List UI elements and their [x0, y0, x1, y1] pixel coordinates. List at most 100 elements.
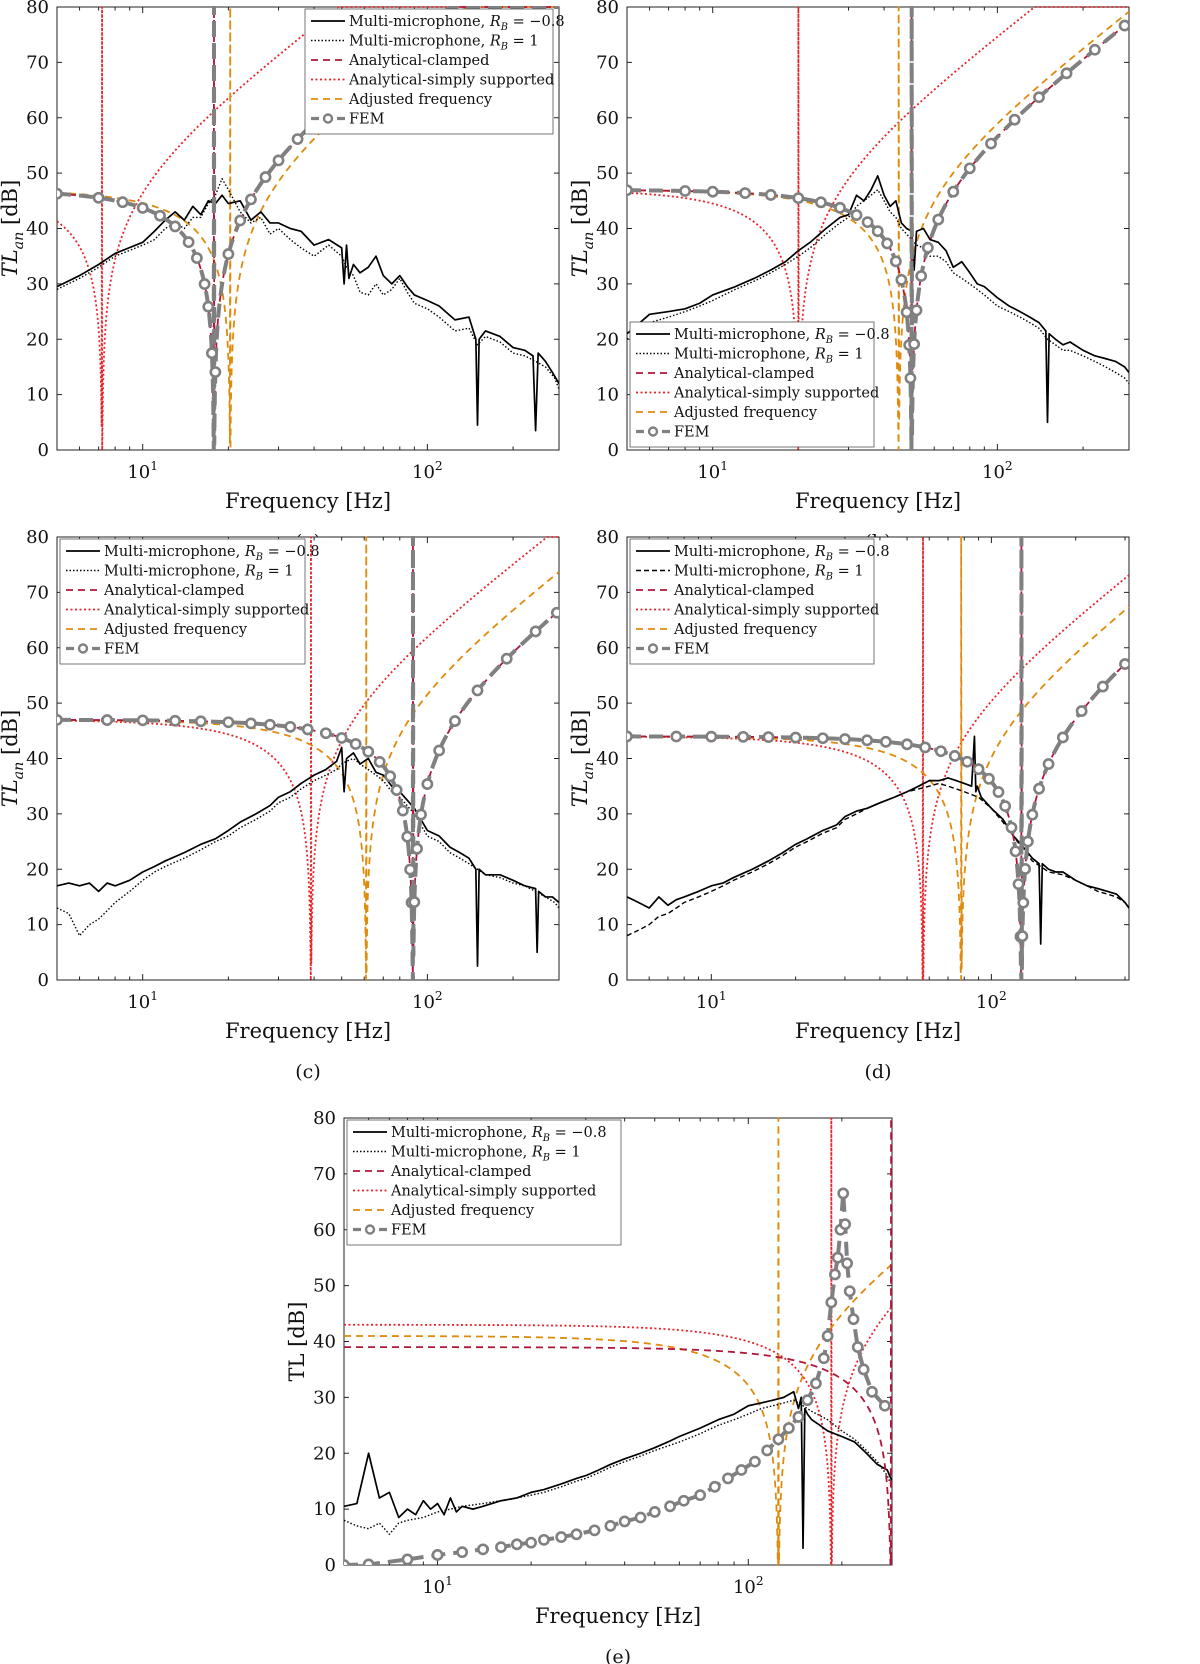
y-tick-label: 70 [313, 1164, 336, 1185]
fem-marker [762, 731, 775, 744]
fem-marker [837, 1187, 850, 1200]
y-tick-label: 40 [596, 219, 619, 240]
fem-marker [433, 744, 446, 757]
fem-marker [908, 338, 921, 350]
label-fragment: Multi-microphone, [349, 34, 490, 50]
y-tick-label: 20 [26, 859, 49, 880]
fem-marker [841, 1257, 854, 1270]
legend-label-fem: FEM [674, 425, 710, 441]
y-tick-label: 50 [26, 693, 49, 714]
fem-marker [809, 1377, 822, 1390]
fem-marker [919, 741, 932, 754]
legend-label-adjusted: Adjusted frequency [673, 405, 818, 421]
series-adjusted-line [344, 1117, 892, 1565]
legend-label-fem: FEM [104, 642, 140, 658]
fem-marker [169, 714, 182, 727]
label-fragment: Multi-microphone, [104, 564, 245, 580]
fem-marker [735, 1464, 748, 1476]
fem-marker [555, 1531, 568, 1543]
y-tick-label: 70 [26, 582, 49, 603]
label-fragment: 10 [976, 992, 999, 1013]
fem-marker [57, 187, 63, 200]
legend-label-clamped: Analytical-clamped [673, 583, 814, 599]
legend-box [629, 538, 875, 665]
y-axis-label: TLan [dB] [0, 710, 27, 808]
legend-swatch-marker [322, 113, 334, 124]
fem-marker [825, 1296, 838, 1309]
label-fragment: TL [568, 779, 592, 807]
label-fragment: Analytical-clamped [348, 53, 489, 69]
fem-marker [972, 763, 985, 776]
legend-label-mm_neg: Multi-microphone, RB = −0.8 [391, 1125, 607, 1144]
fem-marker [205, 347, 218, 360]
series-mm_pos-line [627, 782, 1129, 937]
label-fragment: Analytical-simply supported [103, 603, 309, 619]
label-fragment: = −0.8 [263, 544, 320, 560]
label-fragment: 1 [150, 989, 158, 1003]
y-tick-label: 60 [313, 1220, 336, 1241]
fem-marker [500, 652, 513, 665]
legend-label-simply: Analytical-simply supported [103, 603, 309, 619]
y-tick-label: 0 [608, 970, 619, 991]
label-fragment: R [489, 14, 501, 30]
fem-marker [234, 214, 247, 227]
y-tick-label: 40 [26, 749, 49, 770]
y-axis-label: TL [dB] [285, 1302, 309, 1382]
fem-marker [901, 738, 913, 751]
fem-marker [169, 220, 182, 233]
x-tick-label: 101 [127, 459, 158, 483]
fem-marker [1009, 845, 1022, 858]
legend-label-simply: Analytical-simply supported [673, 386, 879, 402]
legend: Multi-microphone, RB = −0.8Multi-microph… [629, 321, 890, 448]
fem-marker [259, 171, 272, 183]
legend-label-fem: FEM [349, 112, 385, 128]
label-fragment: an [581, 762, 597, 780]
x-tick-label: 102 [733, 1574, 764, 1598]
legend-label-simply: Analytical-simply supported [390, 1184, 596, 1200]
fem-marker [408, 896, 421, 908]
y-tick-label: 10 [26, 385, 49, 406]
label-fragment: Multi-microphone, [674, 564, 815, 580]
fem-marker [604, 1519, 617, 1532]
legend: Multi-microphone, RB = −0.8Multi-microph… [304, 8, 565, 135]
fem-marker [843, 1285, 856, 1298]
label-fragment: FEM [391, 1223, 427, 1239]
fem-marker [1016, 930, 1029, 943]
legend-box [304, 8, 554, 135]
legend-label-adjusted: Adjusted frequency [390, 1203, 535, 1219]
x-axis-label: Frequency [Hz] [535, 1604, 701, 1628]
y-tick-label: 60 [596, 108, 619, 129]
label-fragment: B [825, 572, 833, 583]
fem-marker [404, 863, 417, 876]
fem-marker [1026, 808, 1039, 821]
y-tick-label: 0 [325, 1555, 336, 1576]
fem-marker [737, 730, 750, 743]
fem-marker [136, 714, 149, 727]
fem-marker [101, 714, 114, 726]
figure-caption: (c) [295, 1061, 320, 1083]
fem-marker [992, 786, 1005, 798]
fem-marker [525, 1536, 537, 1549]
fem-marker [889, 255, 902, 268]
x-tick-label: 101 [697, 459, 728, 483]
fem-marker [411, 842, 423, 855]
label-fragment: = 1 [550, 1145, 581, 1161]
series-mm_pos-line [627, 189, 1129, 384]
label-fragment: Adjusted frequency [348, 92, 493, 108]
label-fragment: FEM [349, 112, 385, 128]
label-fragment: 1 [150, 459, 158, 473]
series-simply-line [627, 6, 1129, 450]
fem-marker [136, 202, 149, 214]
y-tick-label: 10 [26, 915, 49, 936]
legend-label-mm_pos: Multi-microphone, RB = 1 [104, 564, 294, 583]
fem-marker [694, 1489, 707, 1502]
label-fragment: [dB] [0, 180, 22, 232]
fem-marker [947, 185, 960, 198]
figure-caption: (d) [865, 1061, 892, 1083]
x-tick-label: 102 [412, 459, 443, 483]
fem-marker [677, 1494, 690, 1507]
fem-marker [627, 730, 633, 743]
fem-marker [1096, 680, 1109, 693]
plot-area [627, 536, 1129, 980]
fem-marker [529, 625, 542, 638]
